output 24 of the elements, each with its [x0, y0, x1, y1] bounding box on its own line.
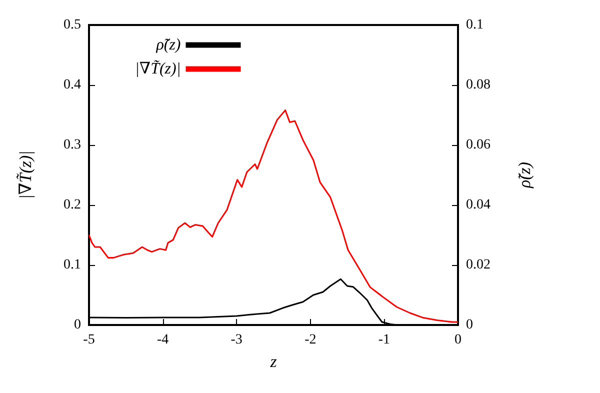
- line-series: [88, 109, 459, 323]
- y2-tick-label: 0: [466, 318, 473, 332]
- y-tick-label: 0.3: [64, 138, 81, 152]
- x-axis-title: z: [269, 352, 278, 371]
- x-tick-label: -2: [304, 332, 316, 348]
- y2-tick-label: 0.08: [466, 78, 490, 92]
- y2-tick-label: 0.1: [466, 18, 484, 32]
- y-tick-label: 0: [74, 318, 81, 332]
- x-tick-label: -3: [230, 332, 242, 348]
- y-tick-label: 0.1: [64, 258, 81, 272]
- y-tick-label: 0.2: [64, 198, 81, 212]
- legend-label: |∇T̃(z)|: [135, 60, 181, 78]
- y2-axis-title: ρ̃(z): [515, 162, 534, 190]
- y2-tick-label: 0.06: [466, 138, 490, 152]
- x-tick-label: 0: [454, 332, 462, 348]
- y-axis-title: |∇T̃(z)|: [16, 150, 35, 200]
- y-tick-label: 0.4: [64, 78, 81, 92]
- x-tick-label: -4: [156, 332, 169, 348]
- y2-tick-label: 0.04: [466, 198, 490, 212]
- x-tick-label: -1: [378, 332, 390, 348]
- legend-label: ρ̃(z): [155, 36, 181, 54]
- y-tick-label: 0.5: [64, 18, 81, 32]
- y2-tick-label: 0.02: [466, 258, 490, 272]
- x-tick-label: -5: [83, 332, 95, 348]
